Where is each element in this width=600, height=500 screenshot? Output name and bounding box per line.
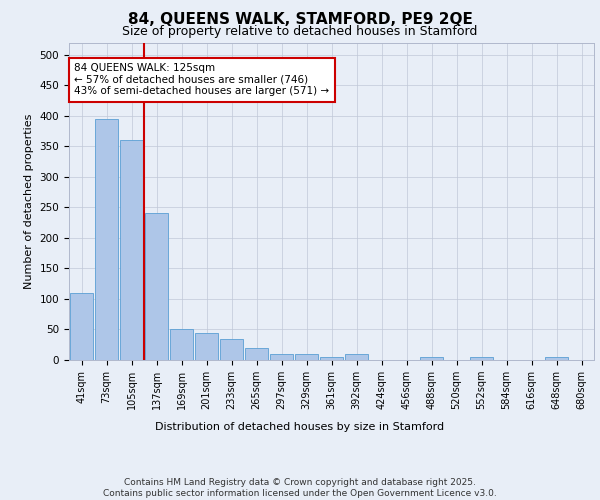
Bar xyxy=(295,354,318,360)
Bar xyxy=(220,338,243,360)
Bar xyxy=(70,293,93,360)
Y-axis label: Number of detached properties: Number of detached properties xyxy=(24,114,34,289)
Text: Size of property relative to detached houses in Stamford: Size of property relative to detached ho… xyxy=(122,25,478,38)
Bar xyxy=(245,348,268,360)
Bar xyxy=(145,214,168,360)
Bar xyxy=(420,357,443,360)
Bar xyxy=(170,330,193,360)
Bar xyxy=(120,140,143,360)
Bar xyxy=(320,357,343,360)
Bar xyxy=(345,354,368,360)
Bar xyxy=(470,357,493,360)
Text: Contains HM Land Registry data © Crown copyright and database right 2025.
Contai: Contains HM Land Registry data © Crown c… xyxy=(103,478,497,498)
Text: Distribution of detached houses by size in Stamford: Distribution of detached houses by size … xyxy=(155,422,445,432)
Bar xyxy=(545,357,568,360)
Text: 84 QUEENS WALK: 125sqm
← 57% of detached houses are smaller (746)
43% of semi-de: 84 QUEENS WALK: 125sqm ← 57% of detached… xyxy=(74,63,329,96)
Bar xyxy=(195,332,218,360)
Text: 84, QUEENS WALK, STAMFORD, PE9 2QE: 84, QUEENS WALK, STAMFORD, PE9 2QE xyxy=(128,12,472,28)
Bar xyxy=(270,354,293,360)
Bar xyxy=(95,119,118,360)
